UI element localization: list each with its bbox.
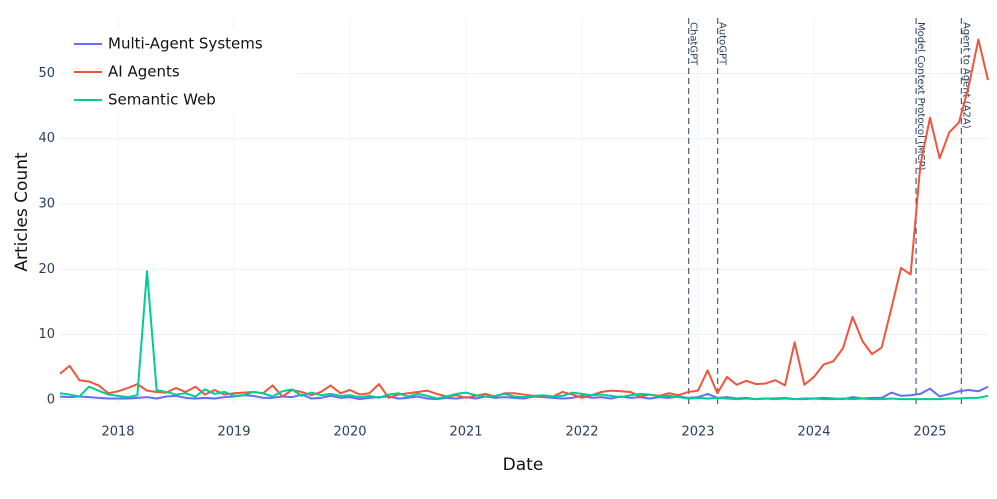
x-tick-label: 2018 bbox=[101, 425, 134, 440]
legend-label: Multi-Agent Systems bbox=[108, 35, 263, 53]
annotation-label: Model Context Protocol (MCP) bbox=[915, 22, 926, 171]
y-tick-label: 10 bbox=[38, 327, 55, 342]
y-tick-label: 50 bbox=[38, 66, 55, 81]
x-tick-label: 2024 bbox=[797, 425, 830, 440]
y-tick-label: 30 bbox=[38, 196, 55, 211]
annotation-label: Agent to Agent (A2A) bbox=[960, 22, 971, 129]
legend-background bbox=[66, 28, 296, 114]
legend-label: AI Agents bbox=[108, 63, 180, 81]
x-tick-label: 2021 bbox=[449, 425, 482, 440]
x-tick-label: 2023 bbox=[681, 425, 714, 440]
x-tick-label: 2022 bbox=[565, 425, 598, 440]
legend-label: Semantic Web bbox=[108, 91, 216, 109]
series-line bbox=[59, 270, 989, 401]
x-tick-label: 2019 bbox=[217, 425, 250, 440]
series-line bbox=[59, 38, 989, 399]
annotation-label: ChatGPT bbox=[688, 22, 699, 66]
x-tick-label: 2025 bbox=[913, 425, 946, 440]
x-axis-title: Date bbox=[503, 455, 544, 475]
y-axis-title: Articles Count bbox=[12, 152, 32, 272]
y-tick-label: 20 bbox=[38, 262, 55, 277]
x-tick-label: 2020 bbox=[333, 425, 366, 440]
legend: Multi-Agent Systems AI Agents Semantic Web bbox=[66, 28, 296, 114]
y-tick-label: 40 bbox=[38, 131, 55, 146]
annotation-label: AutoGPT bbox=[717, 22, 728, 66]
y-tick-label: 0 bbox=[47, 392, 55, 407]
